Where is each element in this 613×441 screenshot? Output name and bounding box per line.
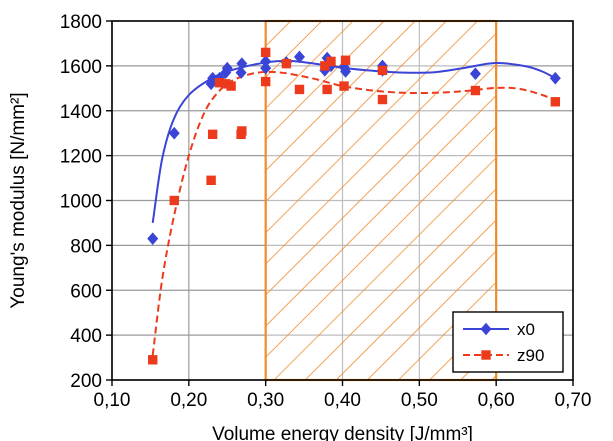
data-point-z90: [377, 65, 388, 76]
data-point-z90: [260, 47, 271, 58]
data-point-z90: [320, 61, 330, 71]
data-point-x0: [549, 71, 561, 85]
x-tick-label: 0,20: [170, 390, 207, 411]
legend-box: [452, 311, 564, 373]
data-point-z90: [237, 126, 247, 136]
data-point-z90: [260, 76, 271, 87]
data-points: [147, 47, 561, 365]
data-point-z90: [214, 78, 225, 88]
legend-marker-x0: [480, 322, 492, 336]
data-point-z90: [294, 84, 305, 95]
data-point-z90: [206, 175, 216, 186]
data-point-z90: [169, 195, 179, 206]
trend-line-z90: [151, 70, 556, 356]
data-point-x0: [469, 67, 481, 81]
data-point-z90: [221, 79, 231, 89]
data-point-z90: [339, 81, 349, 91]
x-tick-label: 0,30: [247, 390, 284, 411]
legend-label-x0: x0: [517, 320, 535, 339]
data-point-z90: [281, 58, 292, 69]
y-tick-label: 600: [70, 281, 102, 302]
data-point-z90: [326, 56, 336, 67]
data-point-z90: [377, 94, 388, 105]
y-tick-label: 1600: [60, 57, 102, 78]
x-tick-label: 0,40: [324, 390, 361, 411]
y-tick-label: 1400: [60, 102, 102, 123]
data-point-x0: [168, 126, 180, 140]
data-point-z90: [550, 97, 561, 107]
data-point-x0: [293, 50, 305, 64]
legend-marker-z90: [481, 350, 491, 360]
y-tick-label: 1800: [60, 12, 102, 33]
x-tick-label: 0,50: [401, 390, 438, 411]
data-point-x0: [221, 61, 233, 75]
y-tick-label: 200: [70, 371, 102, 392]
data-point-z90: [226, 81, 236, 91]
data-point-z90: [207, 129, 218, 140]
axis-ticks: 0,10 0,20 0,30 0,40 0,50 0,60 0,70 200 400 600 800…: [60, 12, 592, 411]
x-tick-label: 0,60: [478, 390, 515, 411]
data-point-z90: [340, 55, 351, 65]
x-axis-title: Volume energy density [J/mm³]: [212, 424, 473, 441]
data-point-x0: [260, 61, 272, 75]
y-tick-label: 400: [70, 326, 102, 347]
legend-label-z90: z90: [517, 346, 544, 365]
data-point-x0: [340, 65, 352, 78]
data-point-z90: [470, 85, 481, 96]
data-point-x0: [147, 232, 159, 245]
data-point-z90: [322, 84, 332, 95]
data-point-x0: [235, 66, 247, 79]
data-point-x0: [236, 57, 248, 70]
y-axis-title: Young's modulus [N/mm²]: [8, 92, 29, 308]
y-tick-label: 800: [70, 236, 102, 257]
data-point-x0: [260, 55, 272, 68]
x-tick-label: 0,70: [555, 390, 592, 411]
data-point-z90: [148, 355, 158, 365]
x-tick-label: 0,10: [94, 390, 131, 411]
y-tick-label: 1000: [60, 192, 102, 213]
y-tick-label: 1200: [60, 147, 102, 168]
